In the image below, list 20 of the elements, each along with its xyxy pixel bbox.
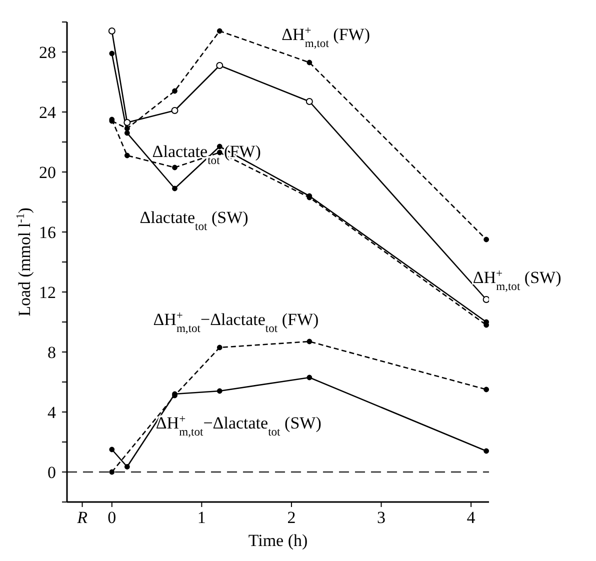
y-tick-label: 12 <box>39 283 56 302</box>
y-tick-label: 4 <box>48 403 56 422</box>
series-label: ΔH$^{+}$$_{m,tot}$−Δlactate$_{tot}$ (SW) <box>156 412 322 438</box>
y-tick-label: 20 <box>39 163 56 182</box>
series-label: ΔH$^{+}$$_{m,tot}$ (SW) <box>472 266 562 292</box>
y-tick-label: 24 <box>39 103 56 122</box>
x-tick-label: 1 <box>197 508 206 527</box>
y-tick-label: 0 <box>48 463 56 482</box>
series-label: ΔH$^{+}$$_{m,tot}$−Δlactate$_{tot}$ (FW) <box>153 308 319 334</box>
x-tick-label: 3 <box>377 508 386 527</box>
x-tick-label: R <box>76 508 88 527</box>
x-tick-label: 4 <box>466 508 476 527</box>
x-axis-title: Time (h) <box>248 531 308 550</box>
x-tick-label: 0 <box>108 508 116 527</box>
y-tick-label: 16 <box>39 223 56 242</box>
y-tick-label: 28 <box>39 43 56 62</box>
x-tick-label: 2 <box>287 508 296 527</box>
text: Δlactate$_{tot}$ (SW) <box>140 208 248 232</box>
series-label: ΔH$^{+}$$_{m,tot}$ (FW) <box>282 24 370 50</box>
y-tick-label: 8 <box>48 343 56 362</box>
